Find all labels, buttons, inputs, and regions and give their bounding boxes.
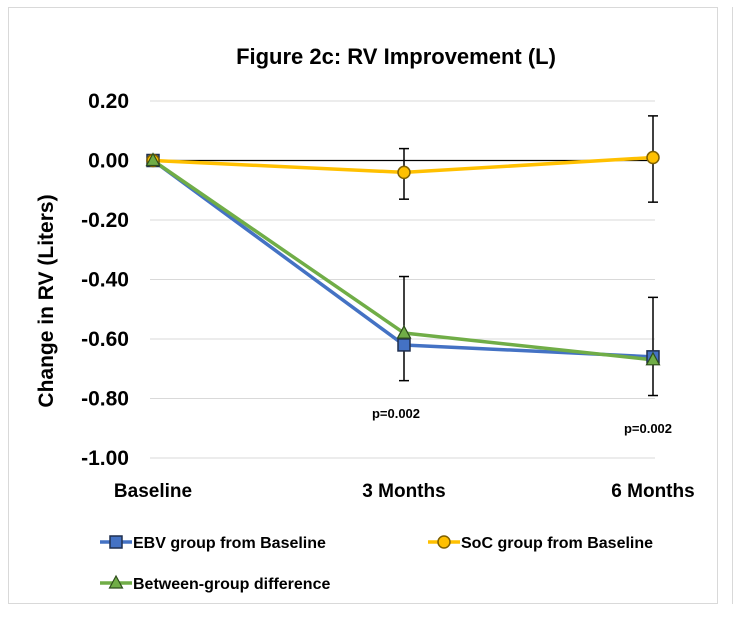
panel-divider xyxy=(732,7,733,604)
p-value-annotation: p=0.002 xyxy=(624,421,672,436)
data-point-circle xyxy=(646,150,660,165)
legend-marker-triangle xyxy=(108,574,124,589)
data-point-circle xyxy=(397,165,411,180)
chart-title: Figure 2c: RV Improvement (L) xyxy=(236,44,556,69)
legend-label: EBV group from Baseline xyxy=(133,535,326,552)
y-tick-label: -0.20 xyxy=(81,209,129,232)
gridlines xyxy=(150,100,655,459)
x-tick-label: 3 Months xyxy=(362,481,445,502)
y-tick-label: -0.40 xyxy=(81,269,129,292)
data-point-square xyxy=(397,338,411,352)
annotations: p=0.002 p=0.002 xyxy=(372,406,672,436)
x-axis-ticks: Baseline 3 Months 6 Months xyxy=(114,481,695,502)
legend-entry: Between-group difference xyxy=(100,574,330,593)
legend-entry: EBV group from Baseline xyxy=(100,535,326,552)
legend-label: SoC group from Baseline xyxy=(461,535,653,552)
y-axis-label: Change in RV (Liters) xyxy=(35,194,58,407)
p-value-annotation: p=0.002 xyxy=(372,406,420,421)
y-tick-label: -1.00 xyxy=(81,447,129,470)
y-tick-label: 0.00 xyxy=(88,150,129,173)
legend-label: Between-group difference xyxy=(133,576,330,593)
legend: EBV group from Baseline SoC group from Ba… xyxy=(100,535,653,593)
y-tick-label: 0.20 xyxy=(88,90,129,113)
series-markers xyxy=(145,150,661,366)
legend-marker-square xyxy=(109,535,123,549)
legend-entry: SoC group from Baseline xyxy=(428,535,653,552)
data-point-triangle xyxy=(645,351,661,366)
error-bar xyxy=(648,296,658,397)
y-axis-ticks: 0.20 0.00 -0.20 -0.40 -0.60 -0.80 -1.00 xyxy=(81,90,129,470)
y-tick-label: -0.80 xyxy=(81,388,129,411)
x-tick-label: 6 Months xyxy=(611,481,694,502)
x-tick-label: Baseline xyxy=(114,481,192,502)
y-tick-label: -0.60 xyxy=(81,328,129,351)
data-point-triangle xyxy=(145,152,161,167)
legend-marker-circle xyxy=(437,535,451,549)
data-point-triangle xyxy=(396,324,412,339)
